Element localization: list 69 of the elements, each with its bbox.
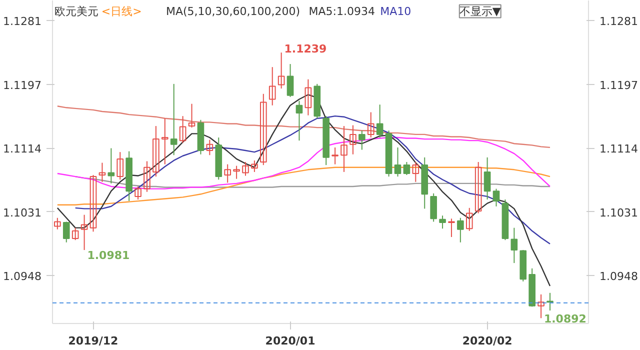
candlestick — [90, 174, 97, 232]
candlestick — [510, 227, 518, 264]
candlestick — [448, 218, 455, 238]
candlestick — [98, 162, 106, 182]
candlestick — [108, 148, 115, 184]
candlestick — [457, 217, 464, 243]
candlestick — [134, 186, 142, 200]
candlestick — [286, 64, 294, 98]
x-tick-label: 2020/01 — [265, 334, 316, 348]
candlestick — [358, 130, 366, 150]
line-series — [74, 115, 551, 244]
y2-tick-label: 1.1197 — [600, 79, 638, 92]
candlestick — [367, 112, 374, 138]
candlestick — [206, 139, 214, 156]
candlestick — [144, 160, 150, 192]
candlestick — [72, 227, 79, 241]
text: MA10 — [380, 4, 412, 18]
candlestick — [170, 83, 178, 156]
y-tick-label: 1.1197 — [3, 79, 42, 92]
candlestick — [179, 116, 186, 144]
candlestick — [484, 156, 491, 200]
candlestick — [439, 215, 446, 230]
candlestick — [278, 52, 285, 90]
candlestick — [412, 162, 420, 182]
y-tick-label: 1.1031 — [3, 206, 42, 220]
candlestick — [474, 162, 482, 214]
candlestick — [116, 152, 124, 180]
y-tick-label: 1.1114 — [3, 142, 42, 156]
candlestick — [188, 103, 196, 128]
y2-tick-label: 1.1281 — [600, 14, 638, 28]
annotation: 1.0981 — [87, 249, 130, 262]
candlestick — [251, 160, 258, 172]
y2-tick-label: 1.0948 — [600, 270, 638, 283]
y-tick-label: 1.0948 — [3, 270, 42, 283]
y-tick-label: 1.1281 — [3, 14, 42, 28]
y2-tick-label: 1.1031 — [600, 206, 638, 220]
candlestick — [296, 100, 303, 142]
chart-subtitle: <日线> — [101, 4, 142, 18]
chart-title: 欧元美元 — [54, 4, 98, 18]
candlestick — [350, 124, 356, 155]
candlestick — [161, 118, 168, 165]
candlestick — [394, 146, 402, 178]
candlestick — [546, 292, 554, 311]
candlestick — [304, 78, 312, 116]
candlestick — [538, 294, 544, 319]
y2-tick-label: 1.1114 — [600, 142, 638, 156]
candlestick — [224, 164, 231, 184]
candlestick — [242, 162, 249, 176]
candlestick — [62, 221, 70, 243]
candlestick — [466, 207, 473, 232]
annotation: MA(5,10,30,60,100,200) — [166, 4, 300, 18]
candlestick — [332, 146, 338, 165]
x-tick-label: 2020/02 — [462, 334, 512, 348]
annotation: 1.0892 — [544, 312, 586, 326]
candlestick — [80, 214, 88, 251]
candlestick — [54, 217, 61, 230]
candlestick — [376, 104, 384, 138]
candlestick — [430, 192, 437, 222]
candlestick — [492, 188, 500, 207]
candlestick — [260, 93, 267, 166]
line-series — [56, 106, 551, 148]
candlestick — [268, 66, 276, 106]
candlestick — [233, 165, 240, 180]
x-tick-label: 2019/12 — [68, 334, 118, 348]
candlestick — [152, 126, 160, 178]
candlestick — [340, 126, 348, 172]
annotation: 1.1239 — [284, 42, 327, 56]
text: MA5:1.0934 — [308, 4, 375, 18]
candlestick — [403, 162, 410, 176]
